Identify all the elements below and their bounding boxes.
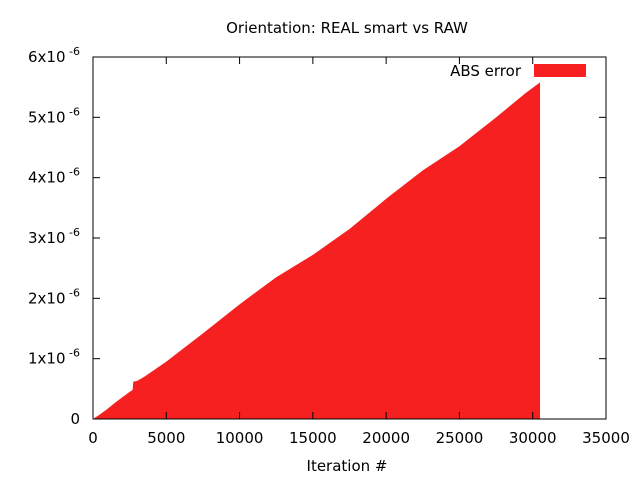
y-tick-label: 3x10 -6 bbox=[28, 226, 80, 247]
x-tick-label: 35000 bbox=[582, 429, 630, 447]
legend-label: ABS error bbox=[450, 62, 522, 80]
y-tick-label: 6x10 -6 bbox=[28, 45, 80, 66]
x-tick-label: 10000 bbox=[216, 429, 264, 447]
y-tick-label: 4x10 -6 bbox=[28, 166, 80, 187]
legend: ABS error bbox=[450, 62, 586, 80]
y-tick-label: 0 bbox=[70, 410, 80, 428]
x-tick-label: 25000 bbox=[436, 429, 484, 447]
x-tick-label: 15000 bbox=[289, 429, 337, 447]
y-tick-label: 1x10 -6 bbox=[28, 347, 80, 368]
x-tick-label: 0 bbox=[88, 429, 98, 447]
axes: 0 5000 10000 15000 20000 25000 30000 35000 0 1x10… bbox=[28, 45, 630, 447]
plot-area bbox=[93, 82, 541, 419]
legend-swatch bbox=[534, 64, 586, 77]
series-area-1 bbox=[93, 82, 541, 419]
x-axis-label: Iteration # bbox=[307, 457, 388, 475]
y-tick-label: 2x10 -6 bbox=[28, 286, 80, 307]
x-tick-label: 30000 bbox=[509, 429, 557, 447]
x-tick-label: 20000 bbox=[362, 429, 410, 447]
x-tick-label: 5000 bbox=[147, 429, 185, 447]
chart-title: Orientation: REAL smart vs RAW bbox=[226, 19, 468, 37]
y-tick-label: 5x10 -6 bbox=[28, 105, 80, 126]
